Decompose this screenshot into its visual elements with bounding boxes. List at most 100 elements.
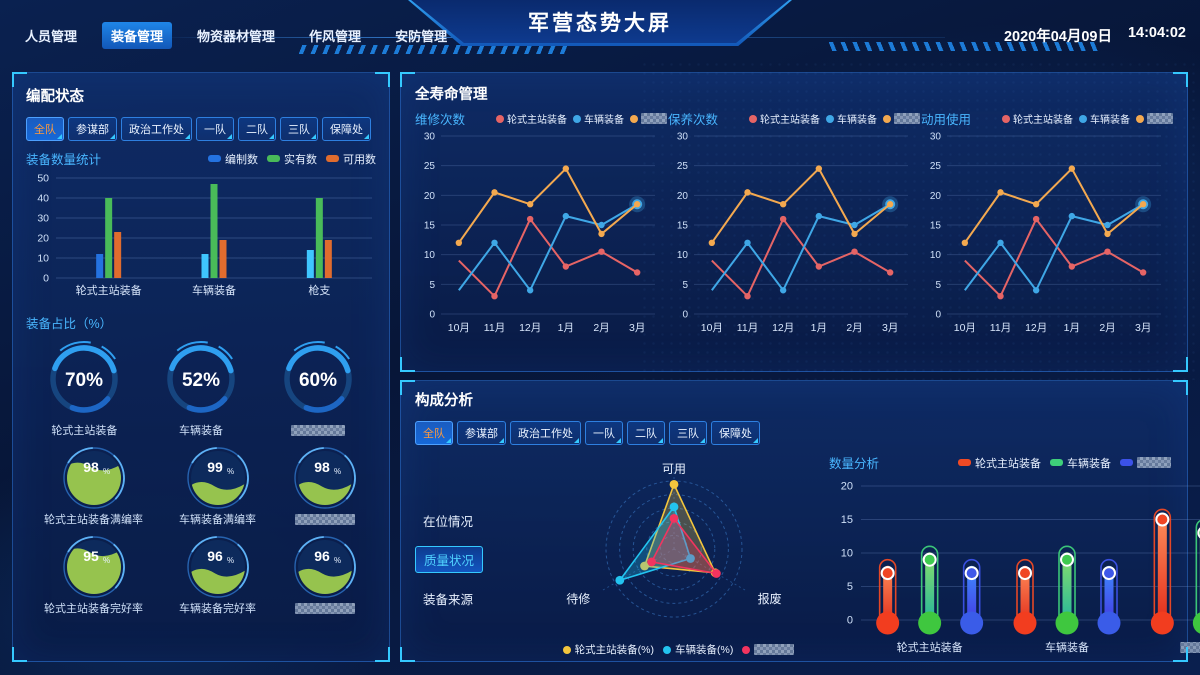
svg-text:12月: 12月 [519, 322, 541, 334]
svg-text:11月: 11月 [737, 322, 758, 334]
page-title: 军营态势大屏 [411, 0, 789, 43]
nav-item[interactable]: 人员管理 [25, 29, 78, 44]
filter-button[interactable]: 保障处 [322, 117, 371, 141]
filter-button[interactable]: 一队 [196, 117, 234, 141]
legend-item [742, 642, 795, 657]
chart-title: 动用使用 [921, 113, 972, 127]
radar-chart-block: 可用 报废 待修 轮式主站装备(%) 车辆装备(%) [521, 453, 827, 665]
legend-swatch [573, 114, 581, 123]
svg-text:96: 96 [207, 548, 223, 564]
legend-label: 轮式主站装备 [1013, 115, 1073, 126]
filter-button[interactable]: 三队 [280, 117, 318, 141]
time-label: 14:04:02 [1127, 25, 1186, 41]
legend-swatch [496, 114, 504, 123]
gauge-svg: 99% [186, 447, 249, 509]
legend-item: 实有数 [267, 151, 317, 167]
filter-button[interactable]: 二队 [238, 117, 276, 141]
equipment-count-chart: 0 10 20 30 40 50 轮式主站装备 车辆装备 枪支 [26, 168, 376, 307]
svg-text:枪支: 枪支 [308, 283, 330, 297]
svg-text:15: 15 [424, 221, 436, 232]
legend-label: 车辆装备 [1067, 457, 1111, 470]
nav-item[interactable]: 安防管理 [395, 29, 448, 44]
legend-item: 编制数 [208, 151, 258, 167]
svg-text:车辆装备: 车辆装备 [192, 283, 236, 297]
svg-text:20: 20 [677, 191, 689, 202]
legend-swatch [742, 645, 751, 654]
panel-title: 全寿命管理 [415, 87, 488, 103]
legend-label: 车辆装备 [584, 115, 624, 126]
svg-text:98: 98 [314, 459, 330, 475]
legend-swatch [749, 114, 757, 123]
censored-label [894, 113, 920, 124]
svg-text:1月: 1月 [1064, 322, 1080, 334]
filter-button[interactable]: 参谋部 [68, 117, 117, 141]
legend-label: 编制数 [225, 153, 258, 166]
svg-text:20: 20 [930, 191, 942, 202]
filter-button[interactable]: 政治工作处 [121, 117, 192, 141]
legend-item: 轮式主站装备 [496, 111, 567, 126]
legend-swatch [326, 155, 339, 162]
svg-text:0: 0 [429, 310, 435, 321]
nav-item[interactable]: 物资器材管理 [197, 29, 276, 44]
censored-label [754, 644, 795, 655]
nav-item[interactable]: 作风管理 [309, 29, 362, 44]
svg-text:%: % [103, 556, 110, 565]
svg-text:3月: 3月 [882, 322, 898, 334]
svg-text:25: 25 [424, 161, 436, 172]
legend-item [1120, 457, 1171, 468]
line-chart-svg: 0 5 10 15 20 25 30 10月 11月 12月 1月 2月 3月 [424, 132, 655, 334]
filter-button[interactable]: 全队 [26, 117, 64, 141]
filter-button[interactable]: 一队 [585, 421, 623, 445]
gauge-label: 轮式主站装备满编率 [44, 514, 143, 526]
gauge-svg: 96% [294, 536, 356, 598]
nav-item[interactable]: 装备管理 [102, 22, 173, 49]
filter-button[interactable]: 二队 [627, 421, 665, 445]
radar-category-menu: 在位情况质量状况装备来源 [415, 453, 521, 665]
radar-menu-item[interactable]: 质量状况 [415, 545, 484, 573]
filter-button[interactable]: 政治工作处 [510, 421, 581, 445]
radar-menu-item[interactable]: 装备来源 [423, 592, 474, 607]
svg-text:15: 15 [677, 221, 689, 232]
legend-item: 车辆装备(%) [663, 642, 733, 657]
svg-text:0: 0 [935, 310, 941, 321]
filter-button[interactable]: 参谋部 [457, 421, 506, 445]
radar-menu-item[interactable]: 在位情况 [423, 514, 474, 529]
censored-label [295, 602, 355, 614]
svg-text:10月: 10月 [448, 322, 470, 334]
date-label: 2020年04月09日 [1003, 29, 1112, 45]
unit-filter-bar: 全队 参谋部 政治工作处 一队 二队 三队 保障处 [415, 421, 1173, 445]
donut-gauge: 60% [275, 336, 361, 437]
legend-swatch [1120, 459, 1133, 466]
svg-text:5: 5 [935, 280, 941, 291]
chart-title: 保养次数 [668, 113, 719, 127]
svg-text:20: 20 [424, 191, 436, 202]
quantity-analysis-block: 数量分析 轮式主站装备 车辆装备 0 5 10 15 20 轮式主站装备 车辆装备 [827, 453, 1200, 665]
line-chart-block: 动用使用 轮式主站装备 车辆装备 0 5 10 15 20 25 30 10月 11月 12月 1月 2月 3… [921, 104, 1173, 345]
line-chart-svg: 0 5 10 15 20 25 30 10月 11月 12月 1月 2月 3月 [677, 132, 908, 334]
equipment-ratio-donuts: 70% 轮式主站装备 52% 车辆装备 60% [26, 336, 376, 437]
svg-text:%: % [334, 467, 341, 476]
gauge-label: 车辆装备满编率 [179, 514, 256, 526]
svg-text:12月: 12月 [772, 322, 794, 334]
legend-swatch [958, 459, 971, 466]
legend-label: 车辆装备 [1090, 115, 1130, 126]
filter-button[interactable]: 三队 [669, 421, 707, 445]
legend-label: 轮式主站装备 [507, 115, 567, 126]
legend-swatch [562, 645, 571, 654]
svg-text:30: 30 [424, 132, 436, 143]
thermometer-svg: 0 5 10 15 20 轮式主站装备 车辆装备 [841, 481, 1200, 654]
svg-text:11月: 11月 [990, 322, 1011, 334]
filter-button[interactable]: 全队 [415, 421, 453, 445]
filter-button[interactable]: 保障处 [711, 421, 760, 445]
svg-text:20: 20 [37, 233, 49, 245]
radar-legend: 轮式主站装备(%) 车辆装备(%) [554, 642, 795, 657]
svg-text:40: 40 [37, 193, 49, 205]
legend-item: 车辆装备 [826, 111, 877, 126]
datetime: 2020年04月09日 14:04:02 [1004, 25, 1186, 46]
liquid-gauge: 95% 轮式主站装备完好率 [44, 534, 143, 615]
svg-text:96: 96 [314, 548, 330, 564]
liquid-gauge: 98% 轮式主站装备满编率 [44, 445, 143, 526]
panel-composition: 构成分析 全队 参谋部 政治工作处 一队 二队 三队 保障处 在位情况 质量状况 装备来源 可用… [400, 380, 1200, 665]
legend-swatch [1002, 114, 1010, 123]
legend-label: 可用数 [343, 153, 376, 166]
